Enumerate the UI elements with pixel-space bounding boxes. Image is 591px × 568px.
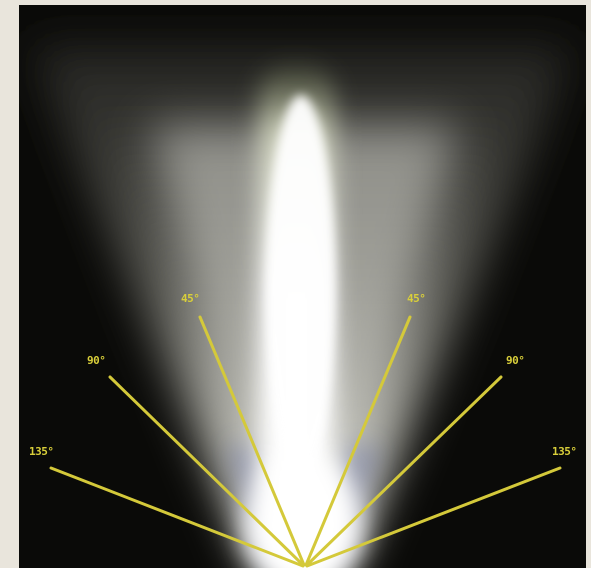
angle-line-left-45 <box>198 315 306 567</box>
label-right-135: 135° <box>552 445 577 458</box>
angle-line-right-45 <box>304 315 412 567</box>
beam-core-bright <box>267 95 335 475</box>
angle-line-left-135 <box>49 466 305 568</box>
angle-line-right-135 <box>305 466 562 568</box>
label-left-90: 90° <box>87 354 105 367</box>
angle-line-left-90 <box>108 375 305 567</box>
label-left-45: 45° <box>181 292 199 305</box>
label-right-90: 90° <box>506 354 524 367</box>
angle-lines <box>49 315 562 568</box>
angle-line-right-90 <box>305 375 503 567</box>
label-left-135: 135° <box>29 445 54 458</box>
beam-photo: 45° 45° 90° 90° 135° 135° <box>19 5 586 568</box>
beam-angle-diagram: 45° 45° 90° 90° 135° 135° <box>19 5 586 568</box>
label-right-45: 45° <box>407 292 425 305</box>
